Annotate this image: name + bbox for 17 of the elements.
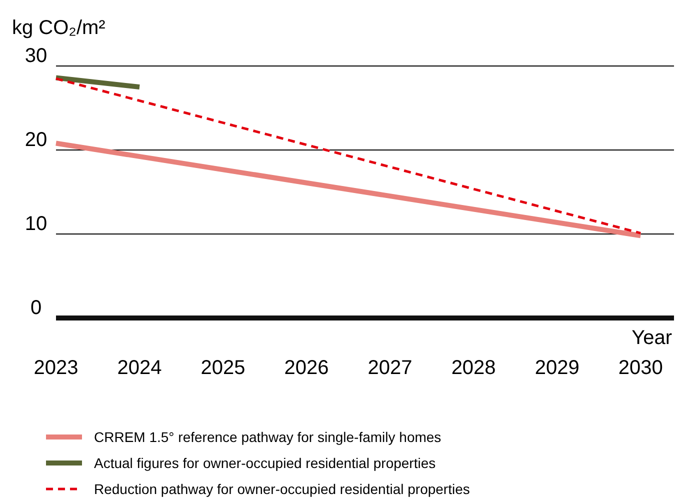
x-tick-label: 2025 bbox=[200, 357, 246, 379]
y-axis-title: kg CO₂/m² bbox=[12, 17, 106, 39]
x-tick-label: 2030 bbox=[618, 357, 663, 379]
legend-label: Reduction pathway for owner-occupied residential properties bbox=[94, 481, 470, 497]
y-tick-label: 30 bbox=[24, 45, 48, 67]
legend-label: CRREM 1.5° reference pathway for single-family homes bbox=[94, 429, 442, 445]
x-tick-label: 2029 bbox=[534, 357, 580, 379]
legend-label: Actual figures for owner-occupied residential properties bbox=[94, 455, 436, 471]
y-tick-label: 0 bbox=[30, 297, 42, 319]
y-tick-label: 10 bbox=[24, 213, 48, 235]
x-axis-title: Year bbox=[632, 327, 672, 349]
x-tick-label: 2023 bbox=[34, 357, 78, 379]
x-tick-label: 2026 bbox=[284, 357, 329, 379]
x-tick-label: 2024 bbox=[117, 357, 162, 379]
x-tick-label: 2027 bbox=[368, 357, 412, 379]
y-tick-label: 20 bbox=[24, 129, 48, 151]
x-tick-label: 2028 bbox=[451, 357, 496, 379]
